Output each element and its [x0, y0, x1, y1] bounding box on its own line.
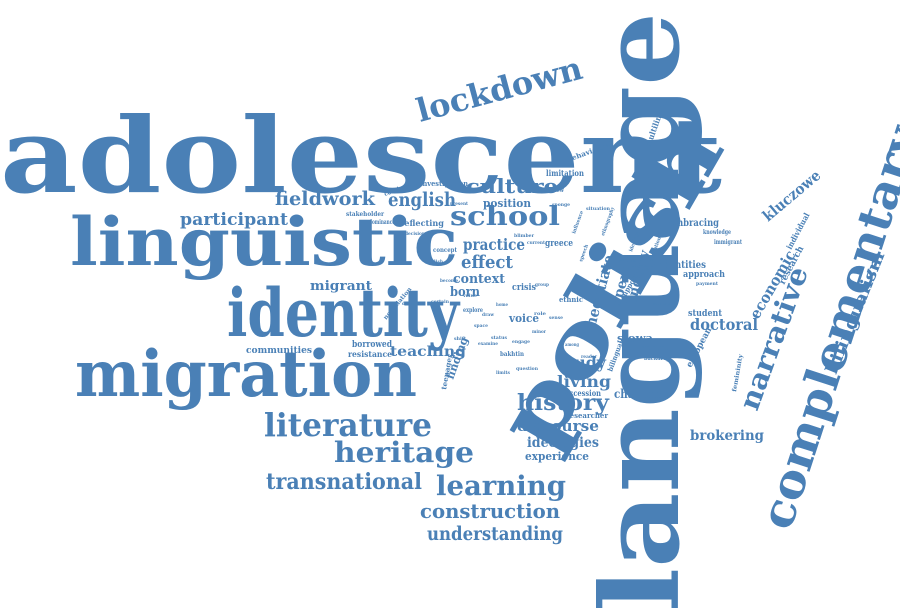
word-reflecting: reflecting	[400, 218, 444, 228]
word-literature: literature	[264, 406, 432, 444]
word-greece: greece	[545, 239, 573, 249]
word-english: english	[388, 189, 456, 211]
word-brokering: brokering	[690, 428, 764, 444]
word-volume: volume	[617, 258, 636, 264]
word-student: student	[688, 309, 723, 319]
word-borrowed: borrowed	[352, 340, 393, 350]
word-immigrant: immigrant	[714, 239, 742, 246]
word-language: language	[578, 12, 704, 612]
word-resistance: resistance	[348, 349, 392, 359]
word-born: born	[450, 285, 480, 300]
word-bakhtin: bakhtin	[500, 351, 525, 358]
word-southern: southern	[653, 301, 677, 307]
word-payment: payment	[696, 281, 719, 287]
word-identity: identity	[227, 274, 460, 352]
word-construction: construction	[420, 499, 560, 523]
word-interview: interview	[538, 187, 565, 194]
word-study: study	[558, 353, 607, 372]
word-english-small: english	[425, 259, 443, 265]
word-challenge: challenge	[614, 387, 670, 401]
word-slowa: słowa	[617, 332, 653, 345]
word-linguistic: linguistic	[70, 203, 458, 281]
word-communities: communities	[246, 346, 312, 356]
word-become: become	[440, 278, 458, 284]
word-role: role	[534, 311, 546, 317]
word-crisis: crisis	[512, 283, 536, 293]
word-minor: minor	[532, 329, 546, 335]
word-embracing: embracing	[669, 218, 719, 229]
word-concept: concept	[433, 247, 457, 254]
word-dominance: dominance	[369, 219, 395, 226]
word-notion: notion	[630, 263, 654, 272]
word-identities: identities	[660, 260, 706, 271]
word-limitation: limitation	[546, 168, 584, 178]
word-shift: shift	[454, 336, 467, 342]
word-participant: participant	[180, 210, 288, 230]
word-question: question	[516, 366, 538, 372]
word-ideologies: ideologies	[527, 435, 599, 451]
word-adolescent: adolescent	[0, 94, 722, 217]
word-sense: sense	[549, 315, 563, 321]
word-present: present	[450, 201, 469, 207]
word-ethnic: ethnic	[559, 295, 583, 304]
word-understanding: understanding	[427, 523, 563, 545]
word-fieldwork: fieldwork	[275, 188, 376, 210]
word-experience: experience	[525, 450, 589, 463]
word-knowledge: knowledge	[703, 229, 731, 236]
word-sponge: sponge	[552, 202, 570, 208]
word-backdrop: backdrop	[644, 355, 670, 362]
word-reader: reader	[581, 354, 597, 360]
word-accession: accession	[565, 388, 601, 398]
word-group: group	[535, 282, 549, 288]
word-learning: learning	[436, 471, 566, 502]
word-heritage: heritage	[334, 436, 474, 469]
word-space: space	[474, 323, 488, 329]
word-living: living	[557, 372, 611, 391]
word-approach: approach	[683, 270, 725, 280]
word-explore: explore	[463, 307, 483, 314]
word-practice: practice	[463, 235, 525, 254]
word-home: home	[496, 302, 508, 308]
word-discourse: discourse	[517, 417, 599, 435]
word-effect: effect	[461, 252, 514, 273]
word-migrant: migrant	[310, 279, 372, 294]
word-status: status	[491, 335, 507, 341]
word-school: school	[450, 202, 560, 232]
word-limits: limits	[496, 370, 510, 376]
word-draw: draw	[482, 312, 495, 318]
word-kluczowe: kluczowe	[759, 166, 824, 225]
word-context: context	[453, 272, 505, 287]
word-stakeholder: stakeholder	[346, 211, 385, 218]
word-culture: culture	[466, 174, 558, 198]
word-demand: demand	[402, 301, 420, 307]
word-situation: situation	[586, 206, 610, 212]
word-doctoral: doctoral	[690, 315, 758, 334]
word-position: position	[483, 197, 531, 210]
word-researcher: researcher	[566, 411, 608, 420]
word-investigation: investigation	[420, 179, 468, 188]
word-teaching: teaching	[390, 344, 466, 360]
word-value: value	[462, 293, 477, 299]
word-voice: voice	[508, 312, 539, 325]
word-migration: migration	[75, 337, 417, 412]
word-transnational: transnational	[266, 469, 422, 495]
word-blimber: blimber	[514, 233, 534, 239]
word-certain: certain	[431, 299, 449, 305]
word-history: history	[517, 390, 610, 416]
word-engage: engage	[512, 339, 530, 345]
word-resident: resident	[640, 343, 669, 352]
word-examine: examine	[478, 341, 498, 347]
word-among: among	[565, 342, 579, 348]
word-decision: decision	[405, 231, 425, 237]
word-current: current	[527, 240, 546, 246]
word-speech: speech	[578, 243, 590, 262]
